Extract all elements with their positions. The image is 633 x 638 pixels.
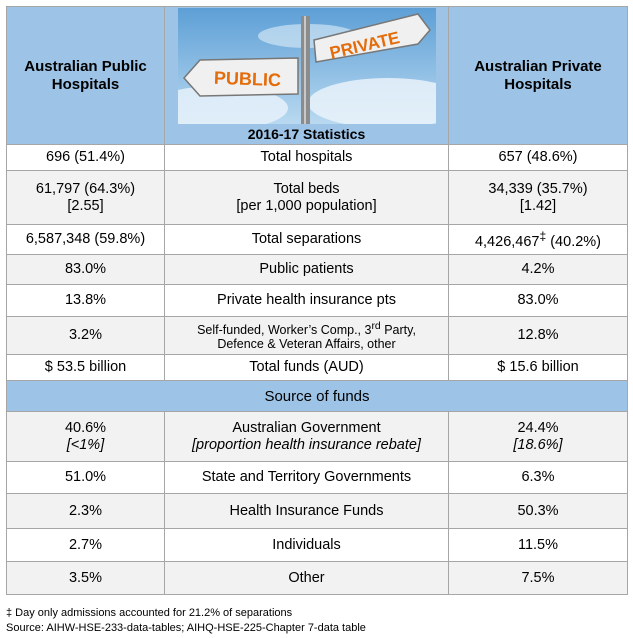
table-row: 6,587,348 (59.8%) Total separations 4,42… <box>6 224 628 255</box>
table-row: 13.8% Private health insurance pts 83.0% <box>6 284 628 317</box>
private-value: 12.8% <box>448 316 628 355</box>
private-sign-icon <box>312 13 431 63</box>
statistics-title: 2016-17 Statistics <box>247 126 366 142</box>
public-value: 6,587,348 (59.8%) <box>6 224 165 255</box>
beds-rate-label: [per 1,000 population] <box>236 197 377 214</box>
public-sign-icon <box>182 57 299 97</box>
public-sign-label: PUBLIC <box>213 68 281 90</box>
header-center-cell: PRIVATE PUBLIC 2016-17 Statistics <box>164 6 449 145</box>
public-value: 51.0% <box>6 461 165 494</box>
public-value: 83.0% <box>6 254 165 285</box>
table-row: $ 53.5 billion Total funds (AUD) $ 15.6 … <box>6 354 628 381</box>
public-hospitals-heading: Australian Public Hospitals <box>6 6 165 145</box>
source-of-funds-heading: Source of funds <box>6 380 628 412</box>
row-label: State and Territory Governments <box>164 461 449 494</box>
public-value: 3.2% <box>6 316 165 355</box>
superscript: rd <box>371 320 381 332</box>
other-funding-label-b: Party, <box>380 323 416 338</box>
table-row: 3.5% Other 7.5% <box>6 561 628 595</box>
row-label: Total hospitals <box>164 144 449 171</box>
private-value: 83.0% <box>448 284 628 317</box>
private-value: 6.3% <box>448 461 628 494</box>
private-value: 4.2% <box>448 254 628 285</box>
public-beds: 61,797 (64.3%) <box>35 180 136 197</box>
row-label: Individuals <box>164 528 449 562</box>
other-funding-label-c: Defence & Veteran Affairs, other <box>217 337 396 352</box>
row-label: Australian Government [proportion health… <box>164 411 449 462</box>
private-value: 7.5% <box>448 561 628 595</box>
signpost-image: PRIVATE PUBLIC <box>177 8 436 124</box>
hospital-statistics-table: Australian Public Hospitals PRIVATE <box>6 6 628 595</box>
public-value: 3.5% <box>6 561 165 595</box>
private-value: 50.3% <box>448 493 628 529</box>
private-beds: 34,339 (35.7%) <box>488 180 588 197</box>
row-label: Private health insurance pts <box>164 284 449 317</box>
private-hospitals-heading: Australian Private Hospitals <box>448 6 628 145</box>
public-value: 2.3% <box>6 493 165 529</box>
private-value: 34,339 (35.7%) [1.42] <box>448 170 628 225</box>
public-value: 2.7% <box>6 528 165 562</box>
row-label: Total separations <box>164 224 449 255</box>
table-row: 2.3% Health Insurance Funds 50.3% <box>6 493 628 529</box>
table-row: 3.2% Self-funded, Worker’s Comp., 3rd Pa… <box>6 316 628 355</box>
table-row: 83.0% Public patients 4.2% <box>6 254 628 285</box>
private-value: 24.4% [18.6%] <box>448 411 628 462</box>
private-value: 657 (48.6%) <box>448 144 628 171</box>
row-label: Health Insurance Funds <box>164 493 449 529</box>
table-row: 40.6% [<1%] Australian Government [propo… <box>6 411 628 462</box>
private-heading-text: Australian Private Hospitals <box>474 57 602 93</box>
private-separations-pct: (40.2%) <box>546 233 602 250</box>
row-label: Total beds [per 1,000 population] <box>164 170 449 225</box>
public-rebate-share: [<1%] <box>66 436 105 453</box>
public-heading-text: Australian Public Hospitals <box>24 57 147 93</box>
private-value: $ 15.6 billion <box>448 354 628 381</box>
public-value: $ 53.5 billion <box>6 354 165 381</box>
row-label: Other <box>164 561 449 595</box>
public-beds-rate: [2.55] <box>67 197 104 214</box>
table-row: 51.0% State and Territory Governments 6.… <box>6 461 628 494</box>
table-row: 2.7% Individuals 11.5% <box>6 528 628 562</box>
row-label: Self-funded, Worker’s Comp., 3rd Party, … <box>164 316 449 355</box>
header-row: Australian Public Hospitals PRIVATE <box>6 6 628 145</box>
public-value: 696 (51.4%) <box>6 144 165 171</box>
footnote-mark: ‡ <box>539 229 547 244</box>
row-label: Public patients <box>164 254 449 285</box>
row-label: Total funds (AUD) <box>164 354 449 381</box>
public-value: 13.8% <box>6 284 165 317</box>
private-rebate-share: [18.6%] <box>513 436 563 453</box>
beds-label: Total beds <box>273 180 340 197</box>
public-value: 61,797 (64.3%) [2.55] <box>6 170 165 225</box>
private-value: 4,426,467‡ (40.2%) <box>448 224 628 255</box>
private-gov-share: 24.4% <box>517 419 559 436</box>
section-header-row: Source of funds <box>6 380 628 412</box>
public-value: 40.6% [<1%] <box>6 411 165 462</box>
source-note: Source: AIHW-HSE-233-data-tables; AIHQ-H… <box>6 622 366 634</box>
public-gov-share: 40.6% <box>64 419 107 436</box>
private-separations: 4,426,467 <box>474 233 540 250</box>
gov-label: Australian Government <box>232 419 381 436</box>
footnote: ‡ Day only admissions accounted for 21.2… <box>6 607 293 619</box>
table-row: 696 (51.4%) Total hospitals 657 (48.6%) <box>6 144 628 171</box>
private-beds-rate: [1.42] <box>519 197 557 214</box>
other-funding-label-a: Self-funded, Worker’s Comp., 3 <box>197 323 372 338</box>
private-value: 11.5% <box>448 528 628 562</box>
rebate-label: [proportion health insurance rebate] <box>192 436 421 453</box>
table-row: 61,797 (64.3%) [2.55] Total beds [per 1,… <box>6 170 628 225</box>
